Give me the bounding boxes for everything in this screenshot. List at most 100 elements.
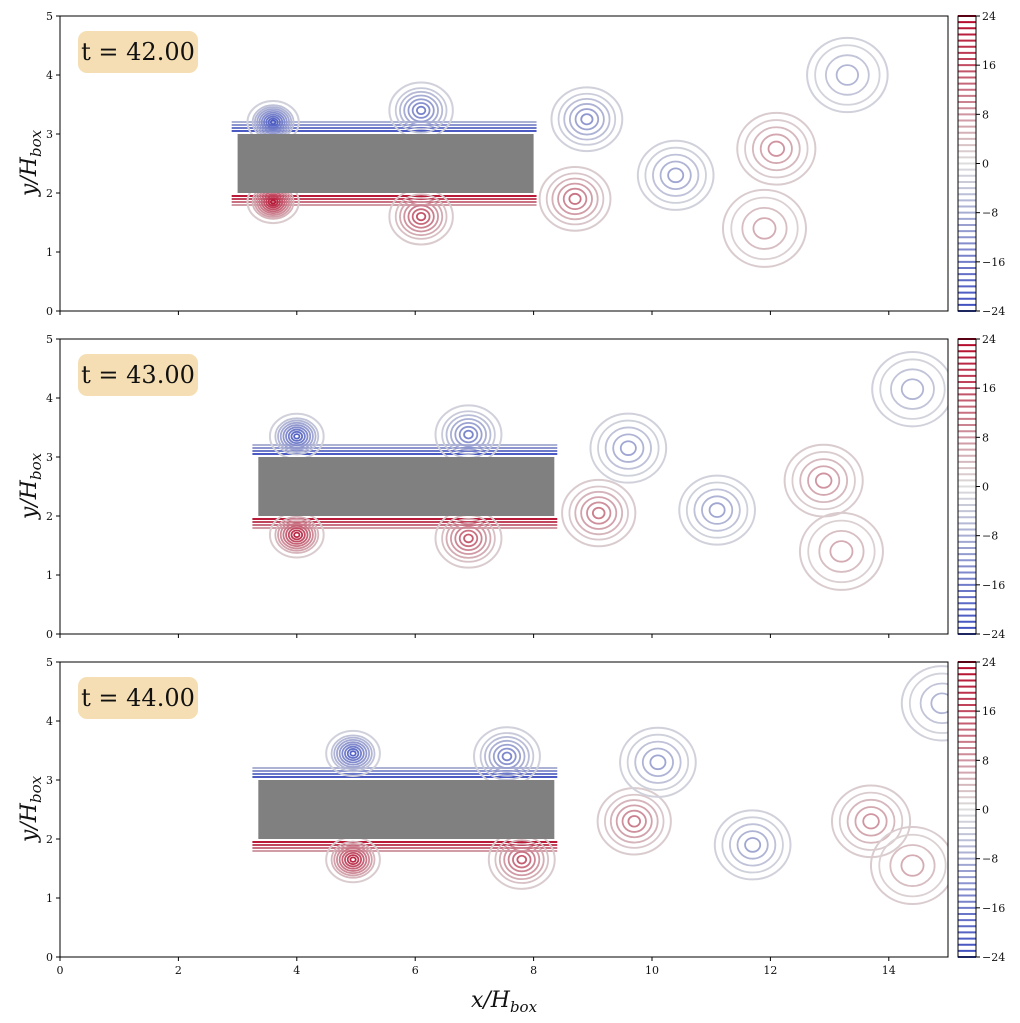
y-axis-label-sub: box [27,452,45,480]
y-axis-label-main: y/H [17,802,42,843]
y-tick-label: 2 [46,510,53,523]
y-axis-ticks: 0 1 2 3 4 5 [46,10,60,318]
vortex-contour [338,741,368,766]
vortex-contour [730,196,799,261]
y-axis-ticks: 0 1 2 3 4 5 [46,333,60,641]
vortex-contour [736,830,769,860]
vortex-contour [879,358,946,420]
vortex-contour [604,793,665,849]
vortex-contour [407,98,435,123]
vortex-contour [287,428,306,445]
vortex-contour [652,153,700,197]
y-axis-label-main: y/H [17,156,42,197]
vortex-contour [458,425,479,444]
vortex-contour [667,167,685,184]
vortex-contour [463,533,474,544]
vortex-contour [449,521,487,555]
y-axis-label-sub: box [27,129,45,157]
colorbar: 24 16 8 0 −8 −16 −24 [957,10,1005,318]
vortex-envelope [550,86,624,153]
y-tick-label: 1 [46,246,53,259]
vortex-contour [568,103,605,136]
vortex-envelope [596,787,672,856]
colorbar: 24 16 8 0 −8 −16 −24 [957,656,1005,964]
vortex-contour [277,518,317,552]
vortex-contour [407,204,435,229]
x-axis-label-sub: box [510,998,538,1016]
vortex-envelope [871,350,948,428]
vortex-contour [835,64,860,86]
vortex-contour [580,496,618,530]
vortex-contour [463,429,474,440]
vortex-contour [574,108,600,131]
vortex-contour [621,809,647,833]
vortex-contour [479,732,535,781]
vortex-envelope [434,404,503,465]
vortex-contour [644,146,707,204]
colorbar-tick-label: −8 [982,207,998,220]
vortex-envelope [713,809,792,881]
vortex-contour [574,490,624,536]
vortex-contour [562,187,588,210]
colorbar: 24 16 8 0 −8 −16 −24 [957,333,1005,641]
colorbar-tick-label: 16 [982,59,996,72]
vortex-contour [258,109,288,135]
y-axis-label: y/Hbox [17,452,45,520]
vortex-contour [403,200,439,233]
y-tick-label: 2 [46,187,53,200]
x-axis-label: x/Hbox [471,988,538,1016]
vortex-contour [333,736,373,771]
bluff-body-box [258,780,555,839]
x-axis-ticks [59,311,890,315]
vortex-contour [454,421,483,448]
colorbar-tick-label: −24 [982,305,1005,318]
vortex-contour [330,840,376,879]
colorbar-tick-label: −24 [982,951,1005,964]
vortex-contour [263,193,284,211]
x-axis-ticks [59,634,890,638]
vortex-contour [277,419,317,454]
vortex-contour [282,424,312,449]
colorbar-tick-label: 8 [982,431,989,444]
colorbar-tick-label: −16 [982,902,1005,915]
vortex-contour [930,692,948,715]
vortex-envelope [721,188,807,268]
bluff-body-box [258,457,555,516]
vortex-contour [498,839,545,881]
plot-frame [59,338,949,635]
vortex-contour [597,419,660,477]
vortex-contour [415,105,427,116]
colorbar-tick-label: 0 [982,804,989,817]
vortex-contour [854,806,888,837]
colorbar-tick-label: 24 [982,656,996,669]
vortex-contour [274,515,320,554]
time-badge [78,354,198,396]
vortex-contour [290,529,304,541]
vortex-contour [838,791,904,851]
vortex-contour [445,414,492,455]
vortex-contour [752,217,777,240]
vortex-contour [829,540,854,563]
time-label: t = 42.00 [81,38,195,66]
vortex-envelope [589,412,668,484]
vortex-envelope [783,443,864,518]
y-tick-label: 0 [46,951,53,964]
vortex-contour [744,119,809,179]
x-axis-label-main: x/H [471,988,511,1013]
panel-1: 0 1 2 3 4 5 t = 42.00 y/Hbox 24 16 8 0 −8 −16 −24 [17,10,1005,318]
vortex-contour [507,847,536,873]
vortex-envelope [434,508,503,569]
vortex-contour [411,102,431,119]
vortex-contour [586,501,612,525]
y-tick-label: 3 [46,128,53,141]
colorbar-tick-label: 0 [982,158,989,171]
vortex-envelope [900,665,948,742]
vortex-contour [568,192,582,205]
contour-layer [231,36,889,268]
vortex-envelope [830,784,912,859]
vortex-contour [807,519,876,584]
vortex-envelope [325,729,381,778]
vortex-envelope [636,139,715,211]
vortex-contour [516,854,528,865]
